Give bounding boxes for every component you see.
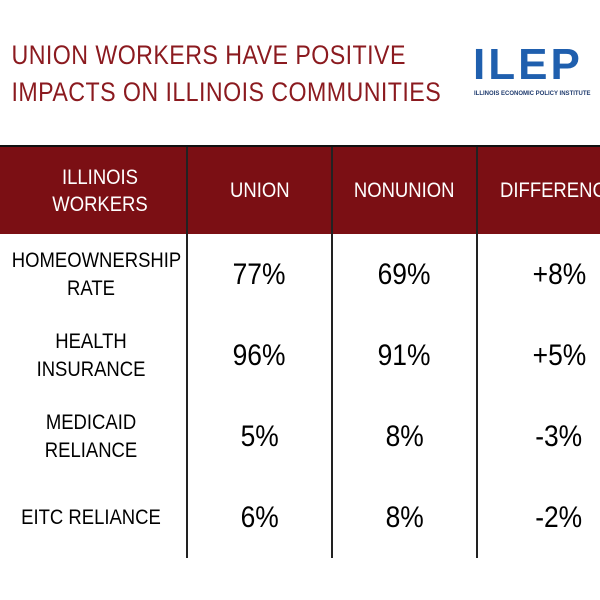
cell: -3% — [476, 396, 600, 477]
cell-text: -2% — [535, 500, 583, 534]
cell-text: 6% — [240, 500, 279, 534]
column-header: DIFFERENCE — [476, 145, 600, 234]
column-header: ILLINOIS WORKERS — [0, 145, 187, 234]
cell: -2% — [476, 477, 600, 558]
cell-text: 8% — [385, 500, 424, 534]
column-header-text: UNION — [229, 179, 290, 202]
table-row: MEDICAID RELIANCE 5% 8% -3% — [0, 396, 600, 477]
cell-text: 96% — [233, 338, 286, 372]
cell-text: +8% — [532, 257, 586, 291]
cell: 77% — [186, 234, 332, 315]
row-label: EITC RELIANCE — [0, 477, 187, 558]
table-row: HEALTH INSURANCE 96% 91% +5% — [0, 315, 600, 396]
cell-text: 8% — [385, 419, 424, 453]
cell: +5% — [476, 315, 600, 396]
row-label: HOMEOWNERSHIP RATE — [0, 234, 187, 315]
cell: 8% — [331, 477, 477, 558]
cell-text: -3% — [535, 419, 583, 453]
logo-subtitle: ILLINOIS ECONOMIC POLICY INSTITUTE — [474, 91, 591, 97]
table: ILLINOIS WORKERSUNIONNONUNIONDIFFERENCE … — [0, 145, 600, 558]
table-body: HOMEOWNERSHIP RATE 77% 69% +8% HEALTH INSURA… — [0, 234, 600, 558]
row-label: HEALTH INSURANCE — [0, 315, 187, 396]
cell: 8% — [331, 396, 477, 477]
cell-text: HOMEOWNERSHIP RATE — [11, 248, 182, 300]
title: IMPACTS ON ILLINOIS COMMUNITIES — [11, 77, 442, 107]
table-row: EITC RELIANCE 6% 8% -2% — [0, 477, 600, 558]
title: UNION WORKERS HAVE POSITIVE — [11, 40, 406, 70]
cell: 5% — [186, 396, 332, 477]
cell-text: MEDICAID RELIANCE — [44, 410, 138, 462]
column-header-text: NONUNION — [354, 179, 455, 202]
cell: +8% — [476, 234, 600, 315]
cell-text: +5% — [532, 338, 586, 372]
cell-text: 91% — [378, 338, 431, 372]
column-header: UNION — [186, 145, 332, 234]
cell: 96% — [186, 315, 332, 396]
logo: ILEP — [473, 40, 583, 89]
cell: 69% — [331, 234, 477, 315]
column-header-text: DIFFERENCE — [499, 179, 600, 202]
cell-text: 69% — [378, 257, 431, 291]
column-header-text: ILLINOIS WORKERS — [51, 165, 148, 216]
header-row: ILLINOIS WORKERS UNION NONUNION DIFFERENCE — [0, 145, 600, 234]
cell-text: 5% — [240, 419, 279, 453]
cell-text: 77% — [233, 257, 286, 291]
table-row: HOMEOWNERSHIP RATE 77% 69% +8% — [0, 234, 600, 315]
row-label: MEDICAID RELIANCE — [0, 396, 187, 477]
column-header: NONUNION — [331, 145, 477, 234]
cell-text: HEALTH INSURANCE — [36, 329, 146, 381]
cell: 91% — [331, 315, 477, 396]
cell-text: EITC RELIANCE — [21, 505, 161, 529]
cell: 6% — [186, 477, 332, 558]
